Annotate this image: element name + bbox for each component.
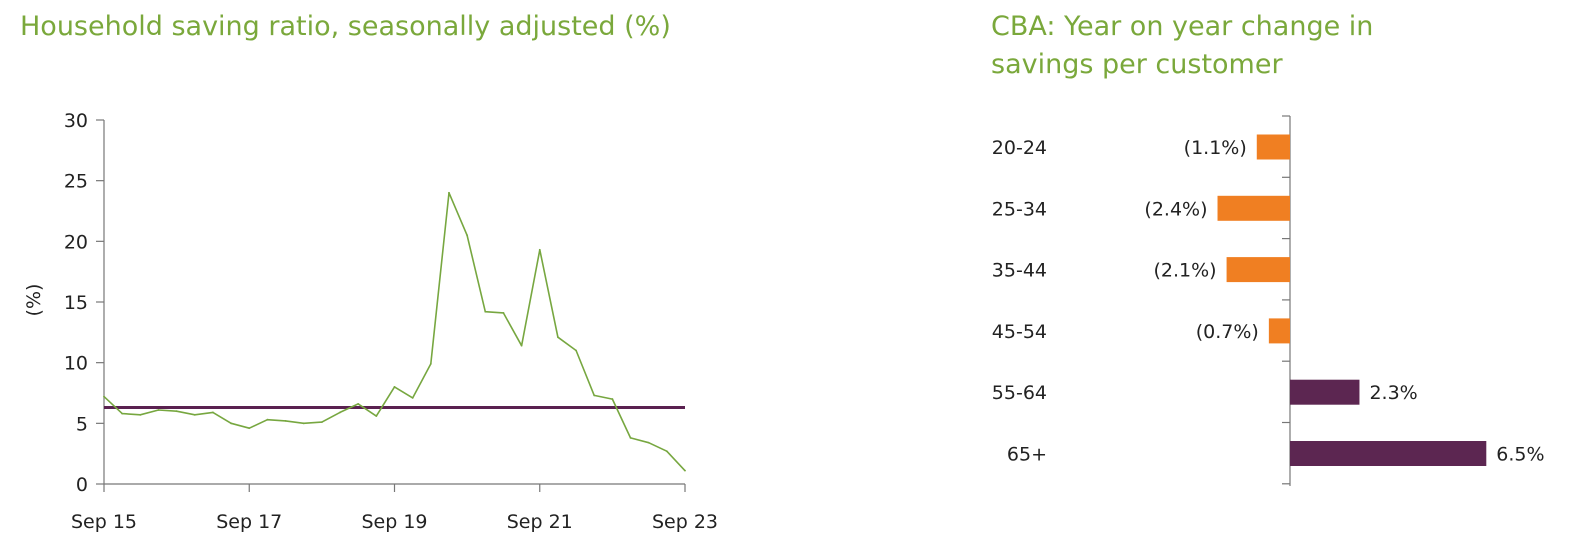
category-label: 55-64 — [992, 382, 1047, 404]
saving-ratio-point — [575, 349, 577, 352]
saving-ratio-point — [230, 422, 232, 425]
saving-ratio-point — [411, 396, 414, 399]
category-label: 65+ — [1007, 444, 1047, 466]
bar — [1226, 257, 1290, 283]
x-tick-label: Sep 19 — [361, 511, 427, 533]
bar-value-label: (0.7%) — [1196, 321, 1259, 343]
saving-ratio-point — [502, 312, 505, 314]
saving-ratio-point — [248, 427, 251, 430]
saving-ratio-point — [448, 191, 450, 194]
y-tick-label: 25 — [64, 171, 88, 193]
saving-ratio-point — [121, 412, 124, 415]
category-label: 35-44 — [992, 260, 1047, 282]
saving-ratio-point — [139, 413, 142, 416]
x-tick-label: Sep 17 — [216, 511, 282, 533]
saving-ratio-point — [611, 398, 614, 400]
x-tick-label: Sep 21 — [507, 511, 573, 533]
saving-ratio-point — [665, 450, 668, 453]
saving-ratio-point — [647, 441, 650, 444]
saving-ratio-chart-title: Household saving ratio, seasonally adjus… — [20, 11, 671, 42]
bar-value-label: (2.4%) — [1144, 198, 1207, 220]
bar-value-label: (1.1%) — [1184, 137, 1247, 159]
bar — [1290, 379, 1360, 405]
category-label: 20-24 — [992, 137, 1047, 159]
saving-ratio-point — [193, 413, 196, 416]
saving-ratio-point — [484, 310, 487, 313]
saving-ratio-point — [175, 410, 178, 413]
x-tick-label: Sep 23 — [652, 511, 718, 533]
y-tick-label: 0 — [76, 474, 88, 496]
saving-ratio-point — [266, 418, 269, 421]
saving-ratio-point — [593, 394, 596, 397]
x-tick-label: Sep 15 — [71, 511, 137, 533]
bar — [1217, 195, 1290, 221]
saving-ratio-point — [212, 411, 214, 414]
saving-ratio-point — [429, 362, 432, 365]
category-label: 45-54 — [992, 321, 1047, 343]
saving-ratio-point — [320, 421, 323, 424]
saving-ratio-line-chart: 0 5 10 15 20 25 30 Sep 15 Sep 17 Sep 19 Sep 21 Sep … — [23, 110, 718, 533]
bar-value-label: (2.1%) — [1153, 260, 1216, 282]
category-label: 25-34 — [992, 198, 1047, 220]
saving-ratio-point — [393, 386, 396, 388]
y-tick-label: 10 — [64, 353, 88, 375]
cba-savings-chart-title: CBA: Year on year change in savings per … — [991, 11, 1374, 80]
saving-ratio-point — [375, 415, 378, 417]
bar-value-label: 6.5% — [1496, 444, 1544, 466]
saving-ratio-point — [157, 409, 160, 411]
saving-ratio-point — [684, 469, 686, 472]
saving-ratio-point — [557, 336, 559, 339]
y-tick-label: 15 — [64, 292, 88, 314]
y-axis-label: (%) — [23, 284, 45, 317]
bar — [1256, 134, 1290, 160]
saving-ratio-point — [538, 248, 541, 251]
y-tick-label: 20 — [64, 231, 88, 253]
y-tick-label: 30 — [64, 110, 88, 132]
saving-ratio-point — [357, 403, 360, 405]
saving-ratio-point — [629, 436, 632, 439]
saving-ratio-point — [284, 420, 287, 422]
saving-ratio-point — [520, 344, 523, 347]
saving-ratio-point — [339, 411, 341, 414]
saving-ratio-point — [466, 234, 469, 237]
bar — [1268, 318, 1290, 344]
bar-value-label: 2.3% — [1369, 382, 1417, 404]
bar — [1290, 441, 1487, 466]
saving-ratio-point — [302, 422, 305, 425]
saving-ratio-point — [103, 395, 105, 398]
saving-ratio-line — [103, 192, 686, 472]
y-tick-label: 5 — [76, 413, 88, 435]
